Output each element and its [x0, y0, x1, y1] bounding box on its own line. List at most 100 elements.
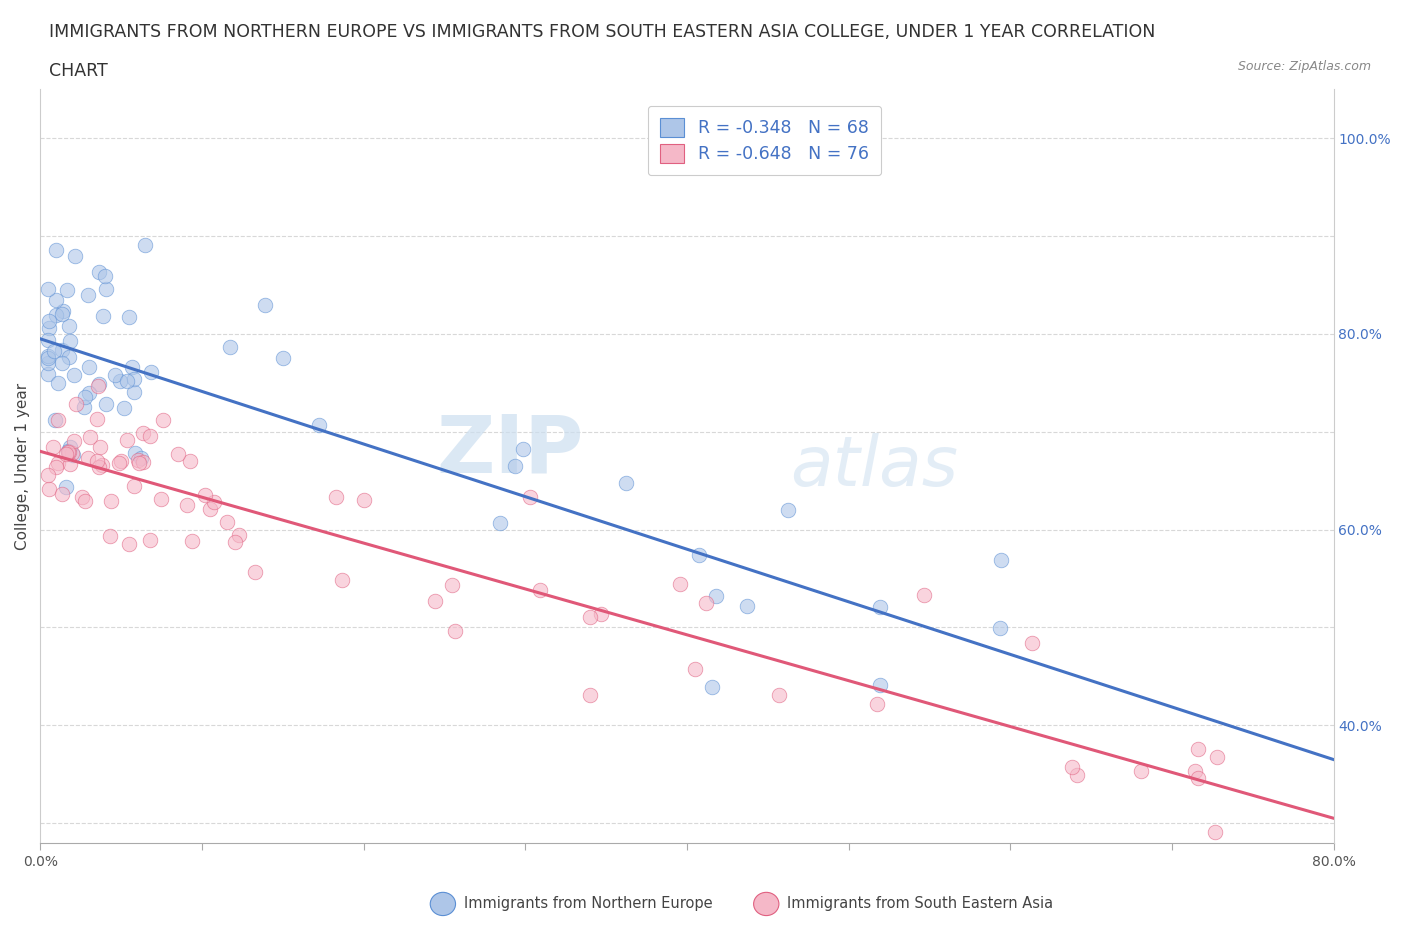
Point [37, 356, 59, 371]
Text: Immigrants from South Eastern Asia: Immigrants from South Eastern Asia [787, 897, 1053, 911]
Text: atlas: atlas [790, 432, 959, 499]
Point [79, 430, 101, 445]
Point [93, 309, 115, 324]
Point [152, 413, 174, 428]
Point [86, 454, 108, 469]
Point [38, 481, 60, 496]
Point [1206, 750, 1229, 764]
Point [37, 282, 59, 297]
Point [243, 565, 266, 579]
Text: Source: ZipAtlas.com: Source: ZipAtlas.com [1237, 60, 1371, 73]
Point [37, 366, 59, 381]
Point [1066, 767, 1088, 782]
Point [87, 377, 110, 392]
Point [51, 342, 73, 357]
Point [52, 304, 75, 319]
Point [139, 428, 162, 443]
Point [198, 502, 221, 517]
Point [58, 444, 80, 458]
Point [228, 527, 250, 542]
Point [1187, 771, 1209, 786]
Point [46, 456, 69, 471]
Point [768, 688, 790, 703]
Point [51, 487, 73, 502]
Point [108, 373, 131, 388]
Point [1130, 764, 1153, 778]
Point [94, 269, 117, 284]
Point [112, 401, 135, 416]
Point [89, 439, 111, 454]
Point [224, 534, 246, 549]
Point [37, 349, 59, 364]
Point [38, 321, 60, 336]
Point [37, 351, 59, 365]
Point [688, 547, 710, 562]
Point [60, 445, 83, 460]
Point [489, 515, 512, 530]
Point [217, 514, 239, 529]
Point [519, 489, 541, 504]
Point [62, 448, 84, 463]
Point [38, 313, 60, 328]
Point [45, 307, 67, 322]
Point [194, 487, 217, 502]
Point [37, 468, 59, 483]
Point [117, 537, 139, 551]
Point [912, 588, 935, 603]
Point [695, 595, 717, 610]
Point [87, 460, 110, 475]
Point [134, 238, 156, 253]
Text: ZIP: ZIP [436, 412, 583, 490]
Point [45, 293, 67, 308]
Point [1021, 635, 1043, 650]
Point [273, 351, 295, 365]
Point [353, 493, 375, 508]
Point [42, 440, 65, 455]
Point [512, 442, 534, 457]
Point [423, 593, 446, 608]
Point [59, 457, 82, 472]
Point [202, 495, 225, 510]
Point [110, 454, 132, 469]
Point [58, 350, 80, 365]
Point [104, 368, 127, 383]
Point [65, 396, 87, 411]
Point [219, 339, 242, 354]
Point [63, 434, 86, 449]
Point [44, 413, 66, 428]
Point [579, 610, 602, 625]
Point [117, 310, 139, 325]
Point [91, 458, 114, 472]
Point [1204, 824, 1226, 839]
Point [122, 385, 145, 400]
Point [77, 287, 100, 302]
Point [51, 306, 73, 321]
Point [94, 396, 117, 411]
Legend: R = -0.348   N = 68, R = -0.648   N = 76: R = -0.348 N = 68, R = -0.648 N = 76 [648, 106, 882, 176]
Point [63, 248, 86, 263]
Point [1187, 741, 1209, 756]
Point [700, 680, 723, 695]
Point [150, 491, 173, 506]
Point [96, 282, 118, 297]
Point [77, 386, 100, 401]
Point [685, 662, 707, 677]
Point [55, 479, 77, 494]
Point [129, 450, 152, 465]
Point [589, 606, 612, 621]
Point [325, 490, 347, 505]
Point [77, 360, 100, 375]
Point [132, 425, 155, 440]
Point [55, 282, 77, 297]
Point [443, 624, 465, 639]
Point [1184, 764, 1206, 778]
Point [75, 389, 97, 404]
Point [529, 582, 551, 597]
Text: Immigrants from Northern Europe: Immigrants from Northern Europe [464, 897, 713, 911]
Point [124, 445, 146, 460]
Point [869, 678, 891, 693]
Point [108, 456, 131, 471]
Point [58, 445, 80, 459]
Point [1060, 759, 1083, 774]
Point [440, 578, 463, 592]
